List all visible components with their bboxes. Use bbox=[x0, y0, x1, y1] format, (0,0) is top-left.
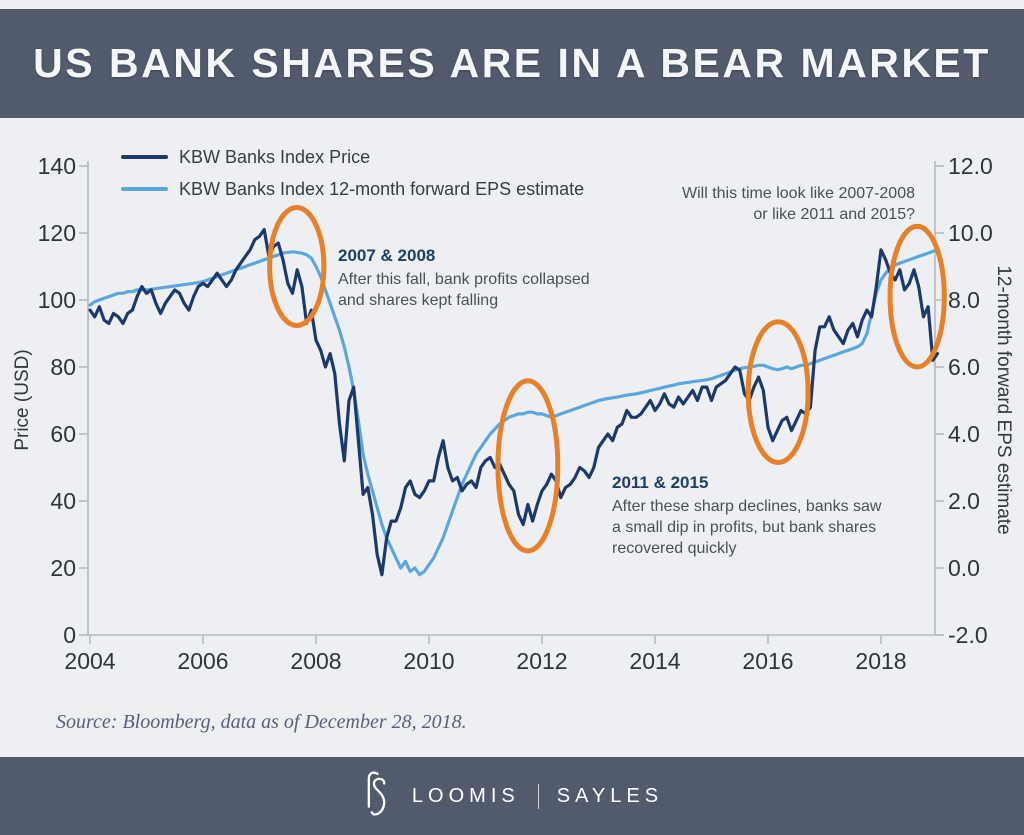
footer-banner: LOOMIS SAYLES bbox=[0, 757, 1024, 835]
annotation-question: Will this time look like 2007-2008 or li… bbox=[682, 183, 915, 225]
highlight-ellipse bbox=[745, 319, 811, 465]
annotation-heading: 2011 & 2015 bbox=[612, 473, 709, 492]
legend-label-price: KBW Banks Index Price bbox=[179, 146, 371, 167]
annotation-line: or like 2011 and 2015? bbox=[753, 206, 915, 223]
annotation-heading: 2007 & 2008 bbox=[338, 246, 436, 265]
annotation-line: After these sharp declines, banks saw bbox=[612, 498, 882, 515]
y-axis-title-left: Price (USD) bbox=[12, 349, 33, 451]
price-line bbox=[88, 228, 940, 577]
legend-item-price: KBW Banks Index Price bbox=[121, 141, 584, 173]
ls-monogram-icon bbox=[367, 771, 386, 816]
highlight-ellipse bbox=[495, 378, 561, 554]
chart-series bbox=[88, 228, 940, 577]
source-note: Source: Bloomberg, data as of December 2… bbox=[56, 711, 467, 733]
brand-word-loomis: LOOMIS bbox=[411, 784, 520, 807]
eps-line-swatch-icon bbox=[121, 187, 168, 191]
annotation-2011-2015: 2011 & 2015 After these sharp declines, … bbox=[612, 472, 881, 559]
loomis-sayles-logo: LOOMIS SAYLES bbox=[361, 770, 663, 822]
price-line-swatch-icon bbox=[121, 155, 168, 159]
highlight-ellipse bbox=[267, 205, 327, 328]
highlight-ellipse bbox=[887, 223, 947, 370]
eps-line bbox=[88, 248, 940, 577]
annotation-2007-2008: 2007 & 2008 After this fall, bank profit… bbox=[338, 245, 590, 311]
chart-legend: KBW Banks Index Price KBW Banks Index 12… bbox=[121, 141, 584, 205]
annotation-line: After this fall, bank profits collapsed bbox=[338, 271, 590, 288]
y-axis-title-right: 12-month forward EPS estimate bbox=[993, 265, 1014, 535]
brand-word-sayles: SAYLES bbox=[556, 784, 664, 807]
legend-label-eps: KBW Banks Index 12-month forward EPS est… bbox=[179, 178, 585, 199]
header-banner: US BANK SHARES ARE IN A BEAR MARKET bbox=[0, 9, 1024, 118]
page-title: US BANK SHARES ARE IN A BEAR MARKET bbox=[33, 40, 991, 86]
logo-divider bbox=[537, 783, 539, 809]
annotation-line: recovered quickly bbox=[612, 540, 737, 557]
annotation-line: a small dip in profits, but bank shares bbox=[612, 519, 877, 536]
legend-item-eps: KBW Banks Index 12-month forward EPS est… bbox=[121, 173, 584, 205]
chart-axes bbox=[79, 161, 944, 644]
chart-highlight-ellipses bbox=[267, 205, 947, 554]
annotation-line: and shares kept falling bbox=[338, 292, 499, 309]
annotation-line: Will this time look like 2007-2008 bbox=[682, 185, 915, 202]
